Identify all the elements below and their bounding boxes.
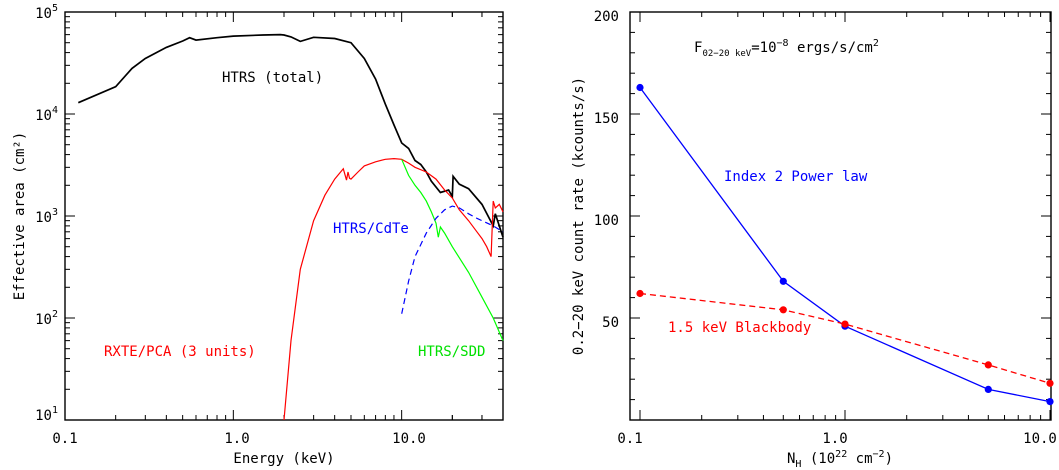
htrs-cdte-label: HTRS/CdTe [333,221,409,237]
x-tick-label: 0.1 [617,431,642,447]
x-tick-label: 1.0 [224,431,249,447]
x-axis-label: NH (1022 cm−2) [787,449,893,470]
y-tick-label: 50 [602,315,619,331]
y-tick-label: 200 [594,9,619,25]
flux-annotation: F02−20 keV=10−8 ergs/s/cm2 [694,38,879,59]
data-point-1-5-kev-blackbody [636,289,644,298]
series-line-1-5-kev-blackbody [639,292,1051,384]
htrs-total-label: HTRS (total) [222,70,323,86]
effective-area-chart: 0.1 1.0 10.0 101 102 103 104 105 Energy … [12,3,504,467]
left-axis-ticks [64,12,504,421]
series-line-htrs-total [77,33,504,238]
x-tick-label: 10.0 [392,431,426,447]
x-tick-label: 1.0 [822,431,847,447]
series-line-rxte-pca-3-units [283,157,504,421]
y-tick-label: 105 [35,3,58,22]
series-line-htrs-cdte [401,205,504,314]
right-series-group [636,83,1054,406]
series-line-index-2-power-law [639,87,1051,403]
data-point-1-5-kev-blackbody [841,320,849,328]
data-point-1-5-kev-blackbody [779,306,787,314]
x-tick-labels: 0.1 1.0 10.0 [52,431,426,447]
plot-frame [629,11,1052,421]
data-point-index-2-power-law [984,385,992,393]
series-line-htrs-sdd [401,159,504,341]
powerlaw-label: Index 2 Power law [724,169,868,185]
y-tick-labels: 101 102 103 104 105 [35,3,58,424]
count-rate-chart: 0.1 1.0 10.0 50 100 150 200 NH (1022 cm−… [571,9,1057,470]
y-axis-label: Effective area (cm²) [12,132,28,301]
htrs-sdd-label: HTRS/SDD [418,344,485,360]
y-tick-label: 100 [594,213,619,229]
data-point-index-2-power-law [779,277,787,285]
y-tick-label: 103 [35,207,58,226]
left-series-group [77,33,504,421]
blackbody-label: 1.5 keV Blackbody [668,320,811,336]
y-tick-label: 102 [35,309,58,328]
y-tick-label: 101 [35,405,58,424]
y-tick-label: 150 [594,111,619,127]
right-axis-ticks [630,11,1051,420]
y-axis-label: 0.2−20 keV count rate (kcounts/s) [571,77,587,355]
x-tick-label: 0.1 [52,431,77,447]
x-tick-label: 10.0 [1023,431,1057,447]
y-tick-labels: 50 100 150 200 [594,9,619,331]
data-point-index-2-power-law [1046,398,1054,406]
data-point-1-5-kev-blackbody [984,361,992,369]
rxte-label: RXTE/PCA (3 units) [104,344,256,360]
x-tick-labels: 0.1 1.0 10.0 [617,431,1057,447]
data-point-1-5-kev-blackbody [1046,379,1054,387]
y-tick-label: 104 [35,105,58,124]
x-axis-label: Energy (keV) [233,451,334,467]
data-point-index-2-power-law [636,83,644,92]
